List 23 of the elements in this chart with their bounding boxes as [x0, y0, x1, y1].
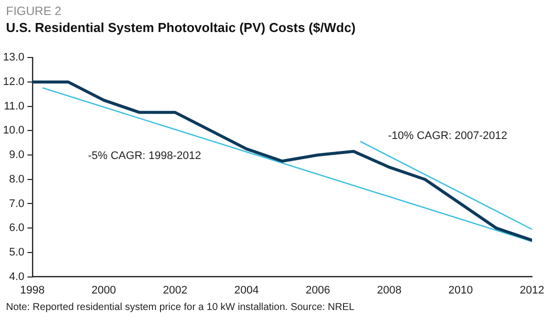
- y-tick-label: 11.0: [4, 100, 24, 112]
- annotation: -5% CAGR: 1998-2012: [88, 150, 202, 162]
- y-tick-label: 4.0: [9, 270, 24, 283]
- x-tick-label: 2010: [448, 284, 473, 296]
- y-tick-label: 12.0: [2, 76, 24, 88]
- text: Note: Reported residential system price for a 10 kW installation. Source: NREL: [6, 302, 354, 313]
- y-tick-label: 6.0: [9, 222, 24, 234]
- y-tick-label: 10.0: [2, 124, 24, 137]
- chart-title: U.S. Residential System Photovoltaic (PV) Costs ($/Wdc): [6, 20, 356, 35]
- x-tick-label: 2004: [234, 284, 259, 296]
- x-tick-label: 2008: [377, 284, 402, 296]
- y-tick-label: 7.0: [9, 198, 24, 210]
- y-tick-label: 5.0: [9, 246, 24, 258]
- x-tick-label: 1998: [20, 284, 45, 296]
- caption: FIGURE 2: [6, 4, 62, 18]
- y-tick-label: 13.0: [2, 52, 24, 64]
- x-tick-label: 2000: [92, 284, 116, 296]
- x-tick-label: 2002: [162, 284, 188, 296]
- y-tick-label: 8.0: [9, 173, 24, 186]
- annotation: -10% CAGR: 2007-2012: [388, 130, 508, 142]
- y-tick-label: 9.0: [9, 149, 24, 162]
- x-tick-label: 2012: [520, 284, 544, 296]
- x-tick-label: 2006: [306, 284, 330, 296]
